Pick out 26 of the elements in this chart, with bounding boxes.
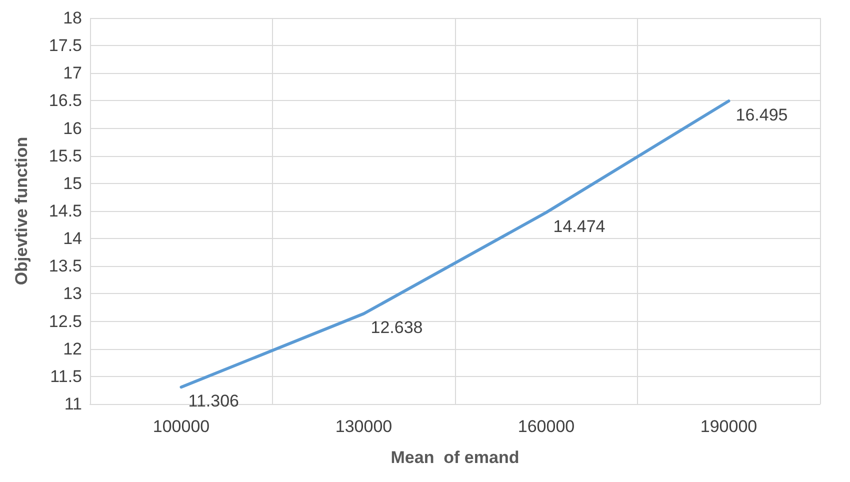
y-tick-label: 16.5 bbox=[48, 91, 82, 110]
y-tick-label: 14 bbox=[63, 229, 82, 248]
y-tick-label: 15.5 bbox=[48, 146, 82, 166]
y-tick-label: 15 bbox=[63, 174, 82, 193]
x-tick-label: 100000 bbox=[152, 417, 210, 436]
line-series bbox=[180, 99, 730, 389]
y-tick-label: 13.5 bbox=[48, 256, 82, 276]
y-axis-title: Objevtive function bbox=[12, 136, 31, 286]
y-tick-label: 11.5 bbox=[50, 366, 82, 386]
x-tick-label: 130000 bbox=[335, 417, 392, 436]
y-tick-label: 17.5 bbox=[48, 36, 82, 56]
y-tick-label: 12.5 bbox=[48, 312, 82, 331]
data-label: 16.495 bbox=[736, 105, 788, 124]
y-tick-label: 14.5 bbox=[48, 202, 82, 220]
y-tick-label: 16 bbox=[63, 118, 82, 138]
x-tick-label: 190000 bbox=[700, 417, 758, 436]
y-tick-label: 13 bbox=[63, 284, 82, 304]
y-tick-label: 17 bbox=[63, 64, 82, 83]
x-axis-title: Mean of emand bbox=[390, 448, 520, 467]
data-label: 11.306 bbox=[188, 392, 239, 411]
y-tick-label: 11 bbox=[64, 394, 82, 414]
y-tick-label: 12 bbox=[63, 339, 82, 358]
data-label: 12.638 bbox=[370, 318, 423, 338]
data-label: 14.474 bbox=[553, 216, 606, 236]
y-tick-label: 18 bbox=[63, 8, 82, 28]
x-tick-label: 160000 bbox=[518, 417, 575, 436]
